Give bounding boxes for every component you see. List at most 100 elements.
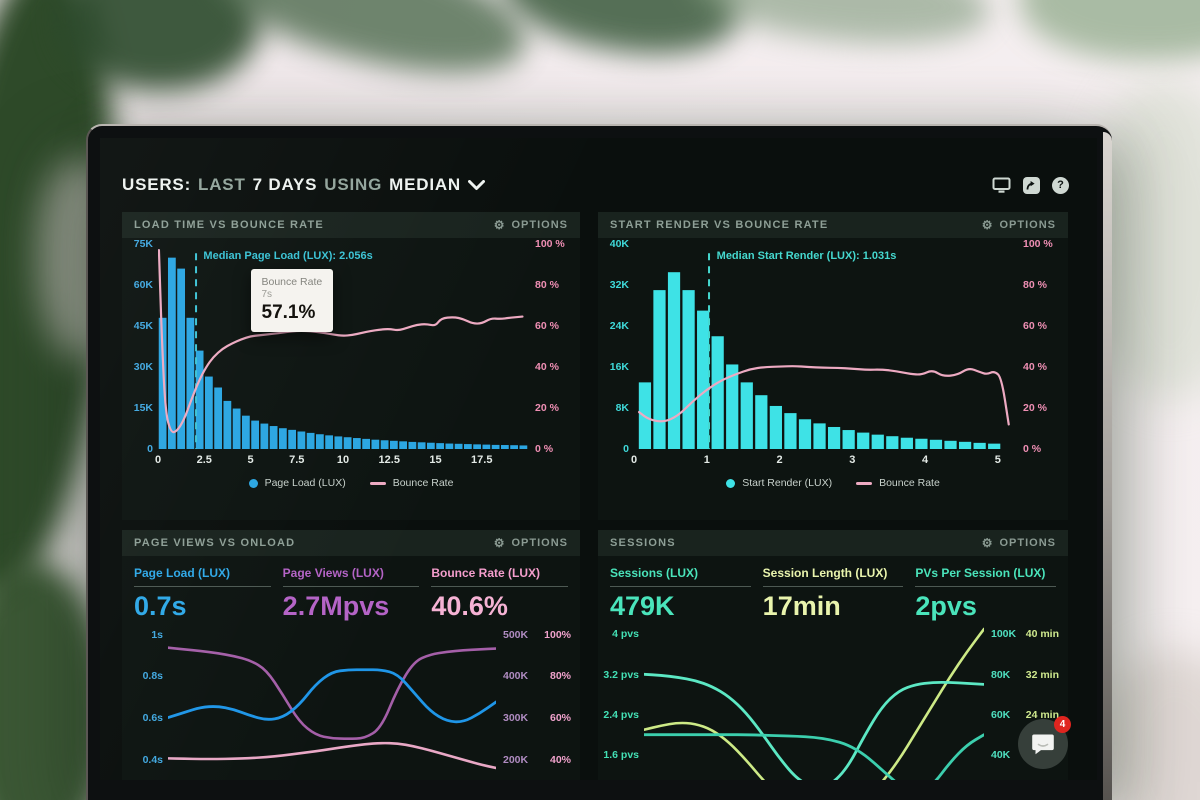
axis-tick: 30K bbox=[133, 361, 153, 373]
laptop-rim bbox=[1103, 132, 1112, 800]
x-axis-tick: 3 bbox=[849, 454, 856, 466]
metric-label: Session Length (LUX) bbox=[762, 566, 888, 580]
legend-item[interactable]: Start Render (LUX) bbox=[726, 477, 832, 489]
gear-icon: ⚙ bbox=[981, 218, 994, 232]
chart-tooltip: Bounce Rate 7s 57.1% bbox=[250, 268, 334, 332]
dashboard-screen: USERS: LAST 7 DAYS USING MEDIAN bbox=[100, 138, 1097, 780]
x-axis-tick: 1 bbox=[703, 454, 710, 466]
axis-tick-label: 100K bbox=[991, 628, 1017, 641]
tooltip-value: 57.1% bbox=[261, 301, 316, 323]
metric-label: Bounce Rate (LUX) bbox=[431, 566, 541, 580]
axis-tick-label: 400K bbox=[503, 670, 529, 683]
gear-icon: ⚙ bbox=[493, 218, 506, 232]
help-glyph: ? bbox=[1057, 179, 1064, 191]
options-button[interactable]: ⚙ OPTIONS bbox=[494, 537, 568, 549]
panel-header: LOAD TIME VS BOUNCE RATE ⚙ OPTIONS bbox=[122, 212, 580, 238]
monitor-icon[interactable] bbox=[992, 176, 1011, 195]
header-icons: ? bbox=[992, 176, 1069, 195]
start-render-histogram-plot[interactable]: Median Start Render (LUX): 1.031s bbox=[634, 244, 1016, 449]
x-axis-tick: 15 bbox=[429, 454, 442, 466]
legend-swatch bbox=[856, 481, 873, 485]
legend-item[interactable]: Page Load (LUX) bbox=[248, 477, 346, 489]
axis-tick: 300K 60% bbox=[503, 712, 571, 724]
axis-tick: 0.6s bbox=[142, 711, 163, 724]
legend-swatch bbox=[248, 478, 258, 488]
axis-tick-label: 100% bbox=[544, 628, 571, 641]
panel-title: SESSIONS bbox=[610, 537, 676, 549]
legend-label: Page Load (LUX) bbox=[264, 477, 346, 489]
help-icon[interactable]: ? bbox=[1052, 176, 1069, 194]
header-segment: USING bbox=[324, 175, 383, 194]
panel-title: START RENDER VS BOUNCE RATE bbox=[610, 219, 829, 231]
page-views-onload-plot[interactable] bbox=[168, 624, 496, 780]
metric-value: 479K bbox=[610, 591, 675, 621]
axis-tick: 4 pvs bbox=[612, 628, 639, 641]
axis-tick: 8K bbox=[615, 402, 629, 414]
y-axis-left: 75K 60K 45K 30K 15K 0 bbox=[124, 238, 158, 455]
metric-bounce-rate: Bounce Rate (LUX) 40.6% bbox=[431, 566, 569, 620]
axis-tick: 100 % bbox=[535, 238, 565, 250]
axis-tick: 0.8s bbox=[142, 670, 163, 683]
options-label: OPTIONS bbox=[999, 219, 1056, 231]
legend-label: Bounce Rate bbox=[392, 477, 454, 489]
header-segment: 7 DAYS bbox=[252, 175, 318, 194]
axis-tick: 500K 100% bbox=[503, 629, 571, 641]
options-button[interactable]: ⚙ OPTIONS bbox=[494, 219, 568, 231]
chat-widget-button[interactable]: 4 bbox=[1018, 716, 1071, 769]
axis-tick: 40K bbox=[991, 749, 1059, 761]
axis-tick-label: 32 min bbox=[1025, 668, 1059, 681]
share-icon[interactable] bbox=[1023, 176, 1040, 194]
metric-label: Page Views (LUX) bbox=[282, 566, 384, 580]
panel-load-time-vs-bounce-rate: LOAD TIME VS BOUNCE RATE ⚙ OPTIONS 75K 60… bbox=[122, 212, 580, 520]
metric-page-views: Page Views (LUX) 2.7Mpvs bbox=[282, 566, 420, 620]
axis-tick-label: 80% bbox=[549, 670, 571, 683]
y-axis-left: 1s 0.8s 0.6s 0.4s bbox=[124, 624, 168, 780]
legend-item[interactable]: Bounce Rate bbox=[856, 477, 940, 489]
options-label: OPTIONS bbox=[999, 537, 1056, 549]
x-axis-tick: 12.5 bbox=[378, 454, 400, 466]
x-axis-tick: 10 bbox=[336, 454, 350, 466]
options-label: OPTIONS bbox=[511, 219, 568, 231]
x-axis-tick: 5 bbox=[247, 454, 254, 466]
metric-label: PVs Per Session (LUX) bbox=[915, 566, 1046, 580]
metric-page-load: Page Load (LUX) 0.7s bbox=[134, 566, 271, 620]
sessions-plot[interactable] bbox=[644, 624, 984, 780]
plant-leaf bbox=[1020, 0, 1200, 60]
median-annotation: Median Start Render (LUX): 1.031s bbox=[716, 250, 897, 263]
panel-start-render-vs-bounce-rate: START RENDER VS BOUNCE RATE ⚙ OPTIONS 40… bbox=[598, 212, 1068, 520]
axis-tick: 100 % bbox=[1023, 238, 1053, 250]
axis-tick: 0 bbox=[623, 443, 629, 455]
users-range-dropdown[interactable]: USERS: LAST 7 DAYS USING MEDIAN bbox=[122, 175, 485, 195]
axis-tick: 40K bbox=[609, 238, 629, 250]
chart-legend: Page Load (LUX) Bounce Rate bbox=[122, 477, 580, 489]
chevron-down-icon bbox=[468, 179, 485, 190]
plant-leaf bbox=[1100, 650, 1200, 800]
load-time-histogram-plot[interactable]: Median Page Load (LUX): 2.056s Bounce Ra… bbox=[158, 244, 528, 449]
x-axis-tick: 2 bbox=[776, 454, 783, 466]
header-segment: MEDIAN bbox=[389, 175, 461, 194]
x-axis: 0 2.5 5 7.5 10 12.5 15 17.5 bbox=[155, 452, 528, 470]
legend-item[interactable]: Bounce Rate bbox=[369, 477, 454, 489]
legend-swatch bbox=[369, 481, 386, 485]
y-axis-right: 500K 100% 400K 80% 300K 60% 200K 40% bbox=[496, 624, 574, 780]
metric-divider bbox=[610, 586, 751, 587]
metric-label: Sessions (LUX) bbox=[610, 566, 699, 580]
axis-tick: 80 % bbox=[535, 279, 559, 291]
x-axis-tick: 17.5 bbox=[471, 454, 493, 466]
axis-tick: 0.4s bbox=[142, 753, 163, 766]
options-button[interactable]: ⚙ OPTIONS bbox=[982, 219, 1056, 231]
y-axis-left: 4 pvs 3.2 pvs 2.4 pvs 1.6 pvs bbox=[600, 624, 644, 780]
laptop: USERS: LAST 7 DAYS USING MEDIAN bbox=[86, 124, 1112, 800]
x-axis: 0 1 2 3 4 5 bbox=[631, 452, 1016, 470]
chart-area: 4 pvs 3.2 pvs 2.4 pvs 1.6 pvs 100K 40 min 80K… bbox=[598, 624, 1068, 780]
axis-tick-label: 200K bbox=[503, 753, 529, 766]
axis-tick: 2.4 pvs bbox=[603, 708, 639, 721]
metric-divider bbox=[134, 586, 271, 587]
median-annotation: Median Page Load (LUX): 2.056s bbox=[203, 250, 373, 263]
axis-tick: 0 % bbox=[1023, 443, 1042, 455]
axis-tick: 1s bbox=[151, 628, 163, 641]
axis-tick: 1.6 pvs bbox=[603, 749, 639, 762]
options-button[interactable]: ⚙ OPTIONS bbox=[982, 537, 1056, 549]
x-axis-tick: 2.5 bbox=[196, 454, 212, 466]
axis-tick: 20 % bbox=[1023, 402, 1047, 414]
